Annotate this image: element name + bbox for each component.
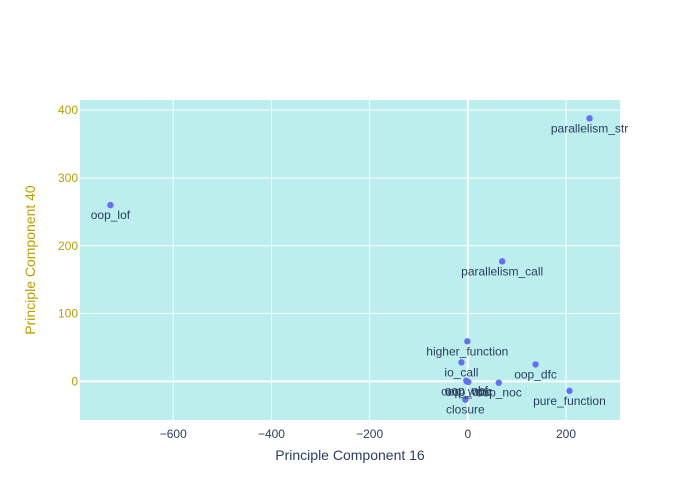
x-tick-label: 200 xyxy=(556,427,576,441)
data-point[interactable] xyxy=(464,338,471,345)
point-label: oop_lof xyxy=(91,208,131,222)
point-labels: parallelism_str oop_lof parallelism_callhi… xyxy=(91,121,628,416)
x-axis-ticks: −600 −400 −200 0 200 xyxy=(160,427,577,441)
y-axis-ticks: 0 100 200 300 400 xyxy=(58,103,78,388)
y-tick-label: 100 xyxy=(58,307,78,321)
gridlines xyxy=(80,100,620,420)
point-label: higher_function xyxy=(426,344,508,358)
data-point[interactable] xyxy=(498,258,506,265)
point-label: oop_wmc xyxy=(441,384,492,398)
x-tick-label: −600 xyxy=(160,427,187,441)
point-label: pure_function xyxy=(533,394,606,408)
data-point[interactable] xyxy=(586,115,593,122)
point-label: io_call xyxy=(444,365,478,379)
data-point[interactable] xyxy=(495,379,502,386)
y-tick-label: 0 xyxy=(71,374,78,388)
x-tick-label: −400 xyxy=(258,427,285,441)
point-label: oop_nbf xyxy=(445,384,489,398)
data-point[interactable] xyxy=(462,396,469,403)
y-tick-label: 300 xyxy=(58,171,78,185)
point-label: closure xyxy=(446,403,485,417)
data-points xyxy=(107,115,593,403)
point-label: oop_dfc xyxy=(514,367,557,381)
point-label: parallelism_str xyxy=(551,121,628,135)
x-axis-title: Principle Component 16 xyxy=(275,447,425,463)
point-label: oop_noc xyxy=(476,386,522,400)
data-point[interactable] xyxy=(532,361,539,368)
data-point[interactable] xyxy=(458,359,465,366)
point-label: oop_cbo xyxy=(445,385,491,399)
plot-background xyxy=(80,100,620,420)
y-axis-title: Principle Component 40 xyxy=(22,185,38,335)
data-point[interactable] xyxy=(107,201,114,209)
y-tick-label: 200 xyxy=(58,239,78,253)
x-tick-label: 0 xyxy=(464,427,471,441)
point-label: parallelism_call xyxy=(461,264,543,278)
data-point[interactable] xyxy=(566,387,573,395)
x-tick-label: −200 xyxy=(356,427,383,441)
y-tick-label: 400 xyxy=(58,103,78,117)
data-point[interactable] xyxy=(465,378,472,386)
